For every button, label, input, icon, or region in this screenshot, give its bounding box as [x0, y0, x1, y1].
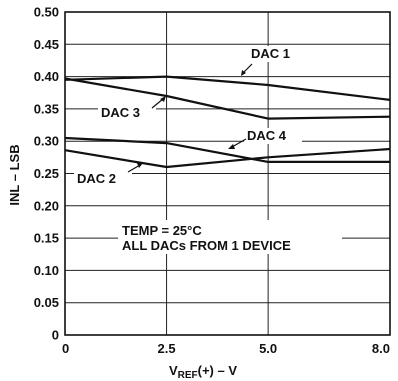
series-label-dac4: DAC 4: [247, 128, 287, 143]
dac4-leader: [231, 138, 247, 148]
series-lines: [64, 75, 391, 169]
y-tick-label: 0.35: [34, 101, 59, 116]
y-tick-label: 0.25: [34, 166, 59, 181]
x-tick-label: 2.5: [158, 341, 176, 356]
y-tick-labels: 0 0.05 0.10 0.15 0.20 0.25 0.30 0.35 0.40 0.45 0.5…: [34, 5, 59, 343]
x-tick-label: 5.0: [259, 341, 277, 356]
x-axis-title: VREF(+) – V: [169, 363, 237, 381]
series-label-dac3: DAC 3: [101, 105, 140, 120]
y-tick-label: 0.15: [34, 231, 59, 246]
dac3-label-bg: [98, 105, 156, 121]
series-line-dac1: [64, 75, 391, 101]
series-line-dac3: [64, 77, 391, 120]
series-line-dac2: [64, 147, 391, 169]
dac2-leader: [127, 164, 141, 173]
y-tick-label: 0.20: [34, 198, 59, 213]
plot-frame: [64, 11, 391, 336]
y-axis-title: INL – LSB: [7, 144, 22, 205]
y-tick-label: 0.05: [34, 295, 59, 310]
y-tick-label: 0: [52, 328, 59, 343]
dac3-leader: [151, 98, 164, 109]
condition-devices: ALL DACs FROM 1 DEVICE: [122, 238, 291, 253]
condition-temp: TEMP = 25°C: [122, 223, 202, 238]
x-tick-label: 0: [62, 341, 69, 356]
dac1-leader: [242, 63, 253, 74]
dac2-arrowhead: [137, 163, 143, 168]
dac1-arrowhead: [241, 70, 246, 76]
dac3-arrowhead: [160, 96, 166, 102]
y-tick-label: 0.45: [34, 37, 59, 52]
series-line-dac4: [64, 136, 390, 163]
series-label-dac1: DAC 1: [251, 46, 290, 61]
dac1-label-bg: [248, 46, 306, 62]
y-tick-label: 0.10: [34, 263, 59, 278]
dac4-arrowhead: [228, 144, 235, 149]
x-tick-label: 8.0: [372, 341, 390, 356]
series-label-dac2: DAC 2: [77, 171, 116, 186]
condition-note-bg: [118, 220, 342, 254]
y-tick-label: 0.50: [34, 5, 59, 20]
y-tick-label: 0.30: [34, 134, 59, 149]
x-tick-labels: 0 2.5 5.0 8.0: [62, 341, 390, 356]
dac2-label-bg: [74, 171, 132, 187]
dac4-label-bg: [244, 128, 302, 144]
y-tick-label: 0.40: [34, 69, 59, 84]
